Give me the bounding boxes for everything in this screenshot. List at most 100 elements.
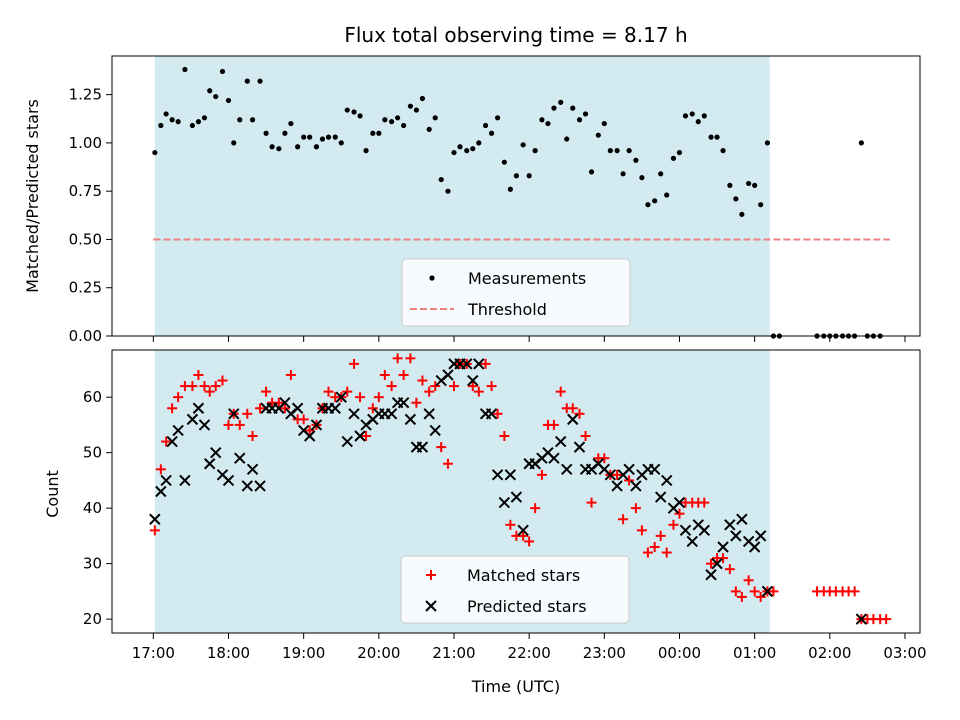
matched-star-point bbox=[193, 369, 204, 380]
predicted-star-point bbox=[491, 469, 504, 481]
measurement-point bbox=[451, 149, 457, 156]
matched-star-point bbox=[736, 591, 747, 602]
matched-star-point bbox=[724, 564, 735, 575]
measurement-point bbox=[526, 173, 532, 179]
matched-star-point bbox=[618, 514, 629, 525]
measurement-point bbox=[532, 148, 538, 154]
predicted-star-point bbox=[761, 585, 774, 598]
predicted-star-point bbox=[461, 358, 473, 370]
measurement-point bbox=[213, 93, 219, 100]
predicted-star-point bbox=[291, 402, 304, 414]
measurement-point bbox=[614, 148, 620, 154]
measurement-point bbox=[301, 134, 307, 140]
predicted-star-point bbox=[698, 524, 710, 537]
matched-star-point bbox=[373, 392, 384, 403]
predicted-star-point bbox=[172, 424, 184, 437]
predicted-star-point bbox=[630, 480, 642, 492]
matched-star-point bbox=[342, 386, 353, 397]
matched-star-point bbox=[661, 547, 672, 558]
matched-star-point bbox=[768, 586, 779, 597]
predicted-star-point bbox=[160, 474, 172, 487]
chart-title: Flux total observing time = 8.17 h bbox=[344, 23, 687, 47]
matched-star-point bbox=[743, 575, 754, 586]
matched-star-point bbox=[849, 586, 860, 597]
measurement-point bbox=[407, 103, 413, 109]
predicted-star-point bbox=[149, 513, 161, 525]
measurement-point bbox=[513, 173, 519, 179]
measurement-point bbox=[201, 115, 208, 121]
measurement-point bbox=[432, 115, 438, 121]
measurement-point bbox=[714, 134, 720, 140]
matched-star-point bbox=[217, 375, 228, 386]
measurement-point bbox=[494, 115, 501, 121]
matched-star-point bbox=[398, 369, 409, 380]
matched-star-point bbox=[361, 431, 372, 442]
measurement-point bbox=[639, 175, 645, 181]
measurement-point bbox=[269, 144, 275, 150]
y-tick-label: 30 bbox=[83, 555, 102, 573]
measurement-point bbox=[307, 134, 313, 140]
measurement-point bbox=[276, 146, 282, 152]
measurement-point bbox=[195, 119, 202, 125]
matched-star-point bbox=[223, 419, 234, 430]
predicted-star-point bbox=[246, 463, 259, 476]
measurement-point bbox=[708, 134, 714, 140]
predicted-star-point bbox=[679, 524, 692, 537]
predicted-star-point bbox=[166, 435, 178, 448]
matched-star-point bbox=[411, 397, 422, 408]
matched-star-point bbox=[536, 469, 547, 480]
measurement-point bbox=[570, 105, 576, 111]
matched-star-point bbox=[448, 381, 459, 392]
matched-star-point bbox=[199, 381, 210, 392]
measurement-point bbox=[482, 122, 489, 129]
bottom-y-ticks: 20 30 40 50 60 bbox=[83, 388, 112, 628]
measurement-point bbox=[426, 126, 432, 132]
y-tick-label: 0.25 bbox=[69, 279, 102, 297]
measurement-point bbox=[601, 120, 607, 127]
x-tick-label: 18:00 bbox=[207, 644, 250, 662]
predicted-star-point bbox=[192, 402, 205, 414]
predicted-star-point bbox=[754, 530, 767, 542]
measurement-point bbox=[633, 157, 639, 163]
matched-star-point bbox=[706, 558, 717, 569]
y-tick-label: 60 bbox=[83, 388, 102, 406]
measurement-point bbox=[539, 117, 545, 123]
matched-star-point bbox=[467, 381, 478, 392]
x-tick-label: 20:00 bbox=[357, 644, 400, 662]
measurement-point bbox=[338, 140, 344, 146]
y-tick-label: 40 bbox=[83, 499, 102, 517]
measurement-point bbox=[501, 159, 507, 165]
measurement-point bbox=[219, 68, 226, 75]
predicted-star-point bbox=[404, 413, 417, 426]
predicted-star-point bbox=[573, 441, 586, 453]
matched-star-point bbox=[486, 381, 497, 392]
matched-star-point bbox=[442, 458, 453, 469]
matched-star-point bbox=[247, 431, 258, 442]
bottom-legend: Matched stars Predicted stars bbox=[400, 555, 630, 624]
predicted-star-point bbox=[385, 408, 398, 420]
measurement-point bbox=[507, 186, 513, 192]
measurement-point bbox=[476, 140, 482, 146]
measurement-point bbox=[344, 107, 350, 113]
x-tick-label: 01:00 bbox=[733, 644, 776, 662]
measurement-point bbox=[169, 117, 175, 123]
predicted-star-point bbox=[660, 474, 673, 487]
predicted-star-point bbox=[228, 408, 240, 420]
predicted-star-point bbox=[341, 435, 353, 448]
measurement-point bbox=[376, 130, 382, 136]
legend-entry-label: Measurements bbox=[468, 269, 586, 288]
matched-star-point bbox=[518, 530, 529, 541]
predicted-star-point bbox=[254, 480, 266, 492]
y-tick-label: 1.00 bbox=[69, 134, 102, 152]
predicted-star-point bbox=[222, 474, 235, 487]
measurement-point bbox=[225, 97, 232, 104]
matched-star-point bbox=[155, 464, 166, 475]
legend-box bbox=[401, 258, 631, 327]
measurement-point bbox=[182, 66, 188, 73]
predicted-star-point bbox=[467, 374, 479, 387]
predicted-star-point bbox=[204, 458, 216, 470]
measurement-point bbox=[752, 182, 758, 188]
measurement-point bbox=[664, 192, 670, 198]
matched-star-point bbox=[379, 369, 390, 380]
predicted-star-point bbox=[423, 408, 435, 420]
